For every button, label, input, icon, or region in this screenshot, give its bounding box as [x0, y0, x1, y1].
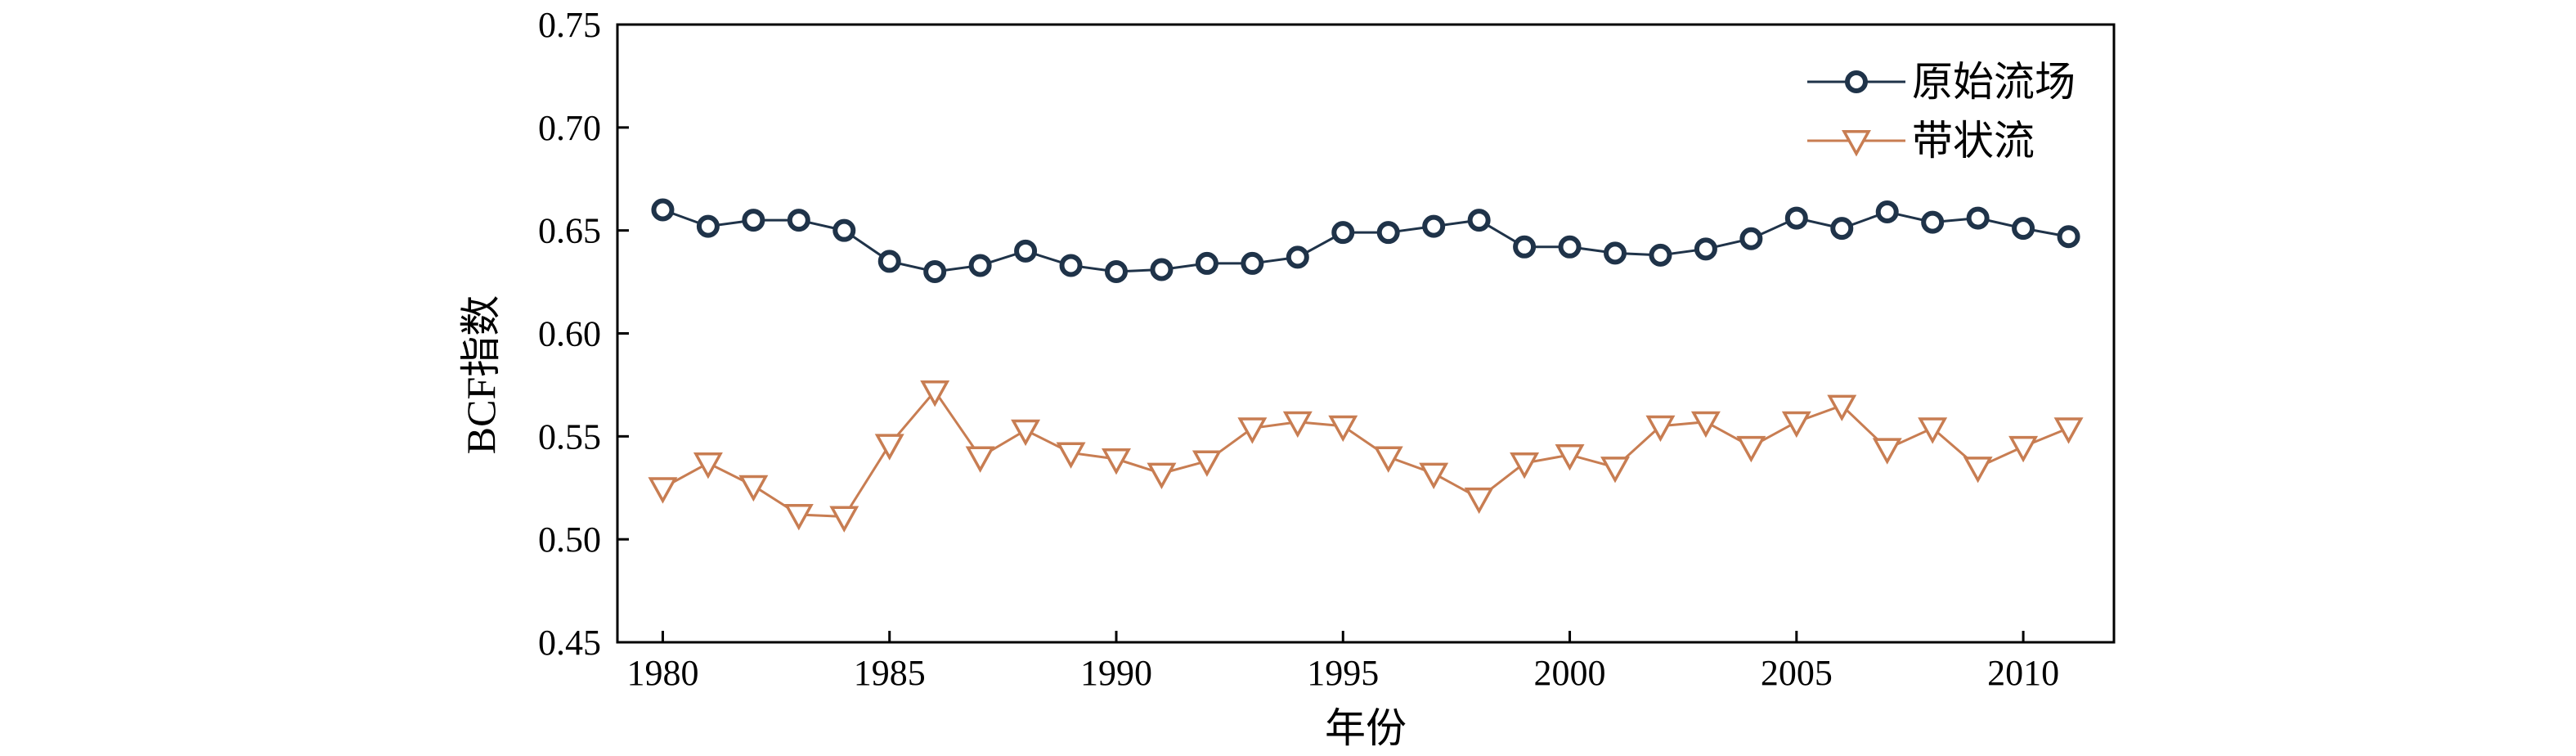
- data-point: [1059, 254, 1083, 277]
- data-point: [1510, 452, 1540, 479]
- data-point: [1694, 237, 1717, 261]
- series-line: [662, 209, 2069, 273]
- data-point: [1555, 443, 1585, 471]
- data-point: [651, 198, 675, 222]
- data-point: [1690, 411, 1721, 439]
- data-point: [874, 434, 904, 461]
- data-point: [1237, 417, 1268, 444]
- legend-marker: [1842, 130, 1871, 157]
- y-axis-title: BCF指数: [458, 295, 504, 455]
- x-tick-label: 1990: [1080, 653, 1152, 693]
- data-point: [696, 214, 720, 238]
- data-point: [1645, 415, 1676, 443]
- data-point: [1376, 221, 1400, 245]
- data-point: [1600, 457, 1630, 484]
- legend-entry: 带状流: [1807, 118, 2035, 164]
- data-point: [968, 254, 992, 277]
- data-point: [1467, 209, 1491, 232]
- data-point: [1331, 221, 1355, 245]
- data-point: [2057, 225, 2080, 249]
- y-tick-label: 0.45: [538, 623, 601, 663]
- data-point: [1827, 394, 1857, 421]
- data-point: [1422, 214, 1446, 238]
- data-point: [877, 250, 901, 273]
- y-tick-label: 0.55: [538, 416, 601, 457]
- data-point: [1558, 235, 1582, 259]
- data-point: [2008, 435, 2039, 463]
- data-point: [2053, 417, 2084, 444]
- data-point: [1147, 462, 1177, 489]
- data-point: [1282, 411, 1313, 439]
- data-point: [920, 380, 950, 407]
- data-point: [1373, 446, 1403, 473]
- data-point: [1604, 241, 1627, 265]
- data-point: [1195, 251, 1218, 275]
- data-point: [1736, 435, 1766, 463]
- data-point: [829, 506, 859, 533]
- y-tick-label: 0.50: [538, 520, 601, 560]
- data-point: [1102, 448, 1131, 475]
- data-point: [1921, 210, 1945, 234]
- series-1: [651, 198, 2080, 283]
- data-point: [1056, 442, 1086, 469]
- data-point: [783, 503, 814, 531]
- data-point: [1649, 243, 1672, 267]
- y-tick-label: 0.65: [538, 211, 601, 251]
- data-point: [1963, 457, 1993, 484]
- data-point: [1192, 450, 1222, 477]
- data-point: [965, 446, 995, 473]
- data-point: [1014, 239, 1038, 263]
- data-point: [1419, 462, 1449, 489]
- data-point: [693, 452, 723, 479]
- data-point: [2012, 217, 2035, 241]
- plot-frame: [616, 23, 2116, 644]
- y-tick-label: 0.70: [538, 108, 601, 148]
- data-point: [1875, 200, 1899, 224]
- data-point: [1150, 258, 1174, 281]
- data-point: [1513, 235, 1537, 259]
- legend-entry: 原始流场: [1807, 59, 2076, 105]
- data-point: [1105, 260, 1128, 283]
- legend-label: 原始流场: [1912, 59, 2076, 105]
- data-point: [1781, 411, 1811, 439]
- y-tick-label: 0.60: [538, 314, 601, 354]
- x-tick-label: 1995: [1307, 653, 1379, 693]
- x-tick-label: 1985: [854, 653, 926, 693]
- data-point: [1830, 217, 1854, 241]
- data-point: [1328, 415, 1358, 443]
- x-tick-label: 2010: [1987, 653, 2059, 693]
- data-point: [1739, 227, 1763, 250]
- x-axis-title: 年份: [1325, 705, 1407, 751]
- data-point: [787, 209, 810, 232]
- series-line: [662, 389, 2070, 519]
- data-point: [1464, 487, 1494, 515]
- data-point: [1872, 438, 1902, 465]
- data-point: [648, 477, 678, 504]
- legend-marker: [1845, 70, 1868, 93]
- legend-label: 带状流: [1912, 118, 2035, 164]
- series-2: [648, 380, 2084, 533]
- data-point: [923, 260, 947, 283]
- data-point: [742, 209, 765, 232]
- data-point: [1966, 206, 1990, 230]
- data-point: [1241, 251, 1264, 275]
- plot-area: [648, 198, 2084, 533]
- data-point: [738, 475, 769, 502]
- x-tick-label: 2000: [1534, 653, 1606, 693]
- data-point: [1918, 417, 1948, 444]
- axes: 1980 1985 1990 1995 2000 2005 2010 0.45 0.50 0.55…: [538, 5, 2116, 693]
- x-tick-label: 2005: [1761, 653, 1833, 693]
- data-point: [832, 218, 856, 242]
- x-tick-label: 1980: [626, 653, 698, 693]
- y-tick-label: 0.75: [538, 5, 601, 45]
- data-point: [1784, 206, 1808, 230]
- data-point: [1011, 419, 1041, 447]
- data-point: [1286, 245, 1309, 269]
